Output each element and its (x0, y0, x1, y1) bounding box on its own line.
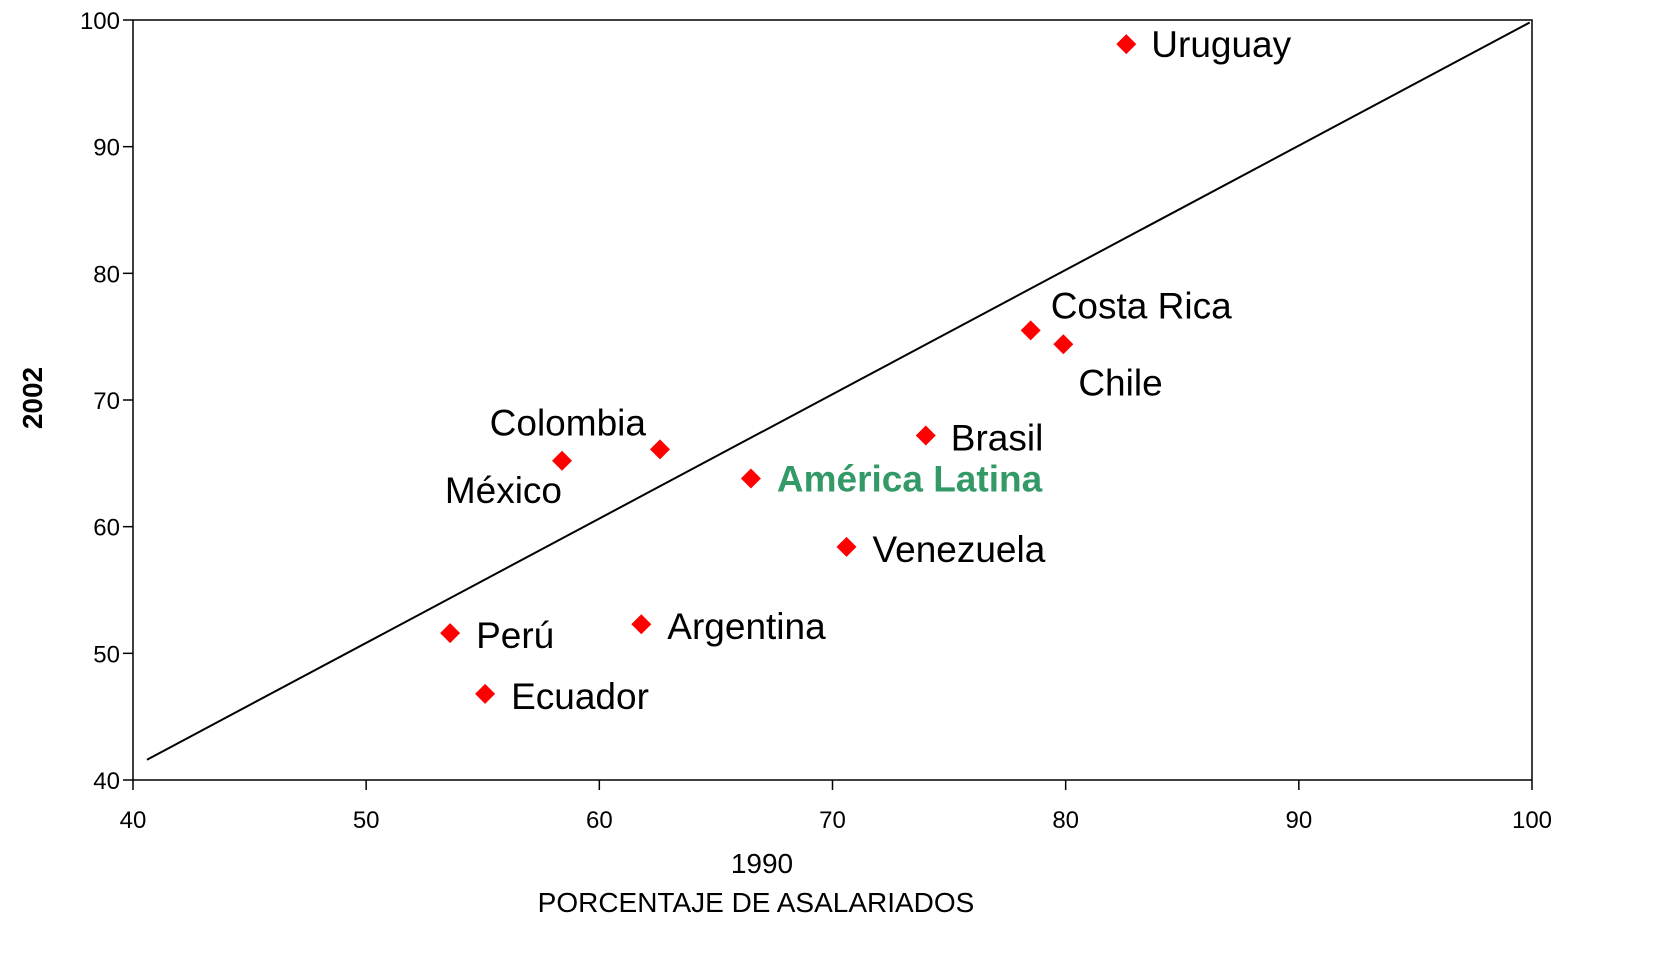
data-point-marker (1116, 34, 1137, 55)
x-axis-title: 1990 (731, 848, 793, 879)
data-point-label: Venezuela (872, 529, 1045, 570)
data-point-marker (915, 425, 936, 446)
x-axis-ticks: 40 50 60 70 80 90 100 (120, 780, 1552, 834)
x-axis-subtitle: PORCENTAJE DE ASALARIADOS (538, 887, 975, 918)
data-point-label: Brasil (951, 417, 1044, 458)
y-tick-label: 50 (93, 641, 120, 668)
data-point-label: Ecuador (511, 676, 649, 717)
data-point-label: Argentina (667, 606, 826, 647)
data-points (440, 34, 1137, 704)
data-point-label: América Latina (777, 459, 1043, 500)
data-point-marker (836, 536, 857, 557)
x-tick-label: 60 (586, 807, 613, 834)
x-tick-label: 100 (1512, 807, 1552, 834)
x-tick-label: 80 (1052, 807, 1079, 834)
data-point-marker (649, 439, 670, 460)
y-tick-label: 100 (80, 8, 120, 35)
data-point-label: Perú (476, 615, 554, 656)
y-tick-label: 40 (93, 768, 120, 795)
data-point-marker (740, 468, 761, 489)
data-point-label: Chile (1078, 362, 1162, 403)
x-tick-label: 90 (1285, 807, 1312, 834)
data-point-marker (631, 614, 652, 635)
data-point-marker (552, 450, 573, 471)
y-tick-label: 70 (93, 388, 120, 415)
data-point-label: Costa Rica (1051, 285, 1232, 326)
x-tick-label: 40 (120, 807, 147, 834)
data-point-marker (440, 623, 461, 644)
data-point-label: Colombia (490, 402, 647, 443)
y-tick-label: 90 (93, 135, 120, 162)
data-point-marker (1020, 320, 1041, 341)
y-axis-title: 2002 (17, 367, 48, 429)
x-tick-label: 50 (353, 807, 380, 834)
data-point-marker (1053, 334, 1074, 355)
data-point-marker (475, 683, 496, 704)
data-point-label: México (445, 470, 562, 511)
data-point-label: Uruguay (1151, 24, 1291, 65)
data-labels: Uruguay Costa Rica Chile Brasil Colombia Méxi… (445, 24, 1292, 717)
x-tick-label: 70 (819, 807, 846, 834)
reference-line (146, 21, 1531, 761)
y-tick-label: 80 (93, 261, 120, 288)
y-tick-label: 60 (93, 515, 120, 542)
y-axis-ticks: 40 50 60 70 80 90 100 (80, 8, 133, 795)
